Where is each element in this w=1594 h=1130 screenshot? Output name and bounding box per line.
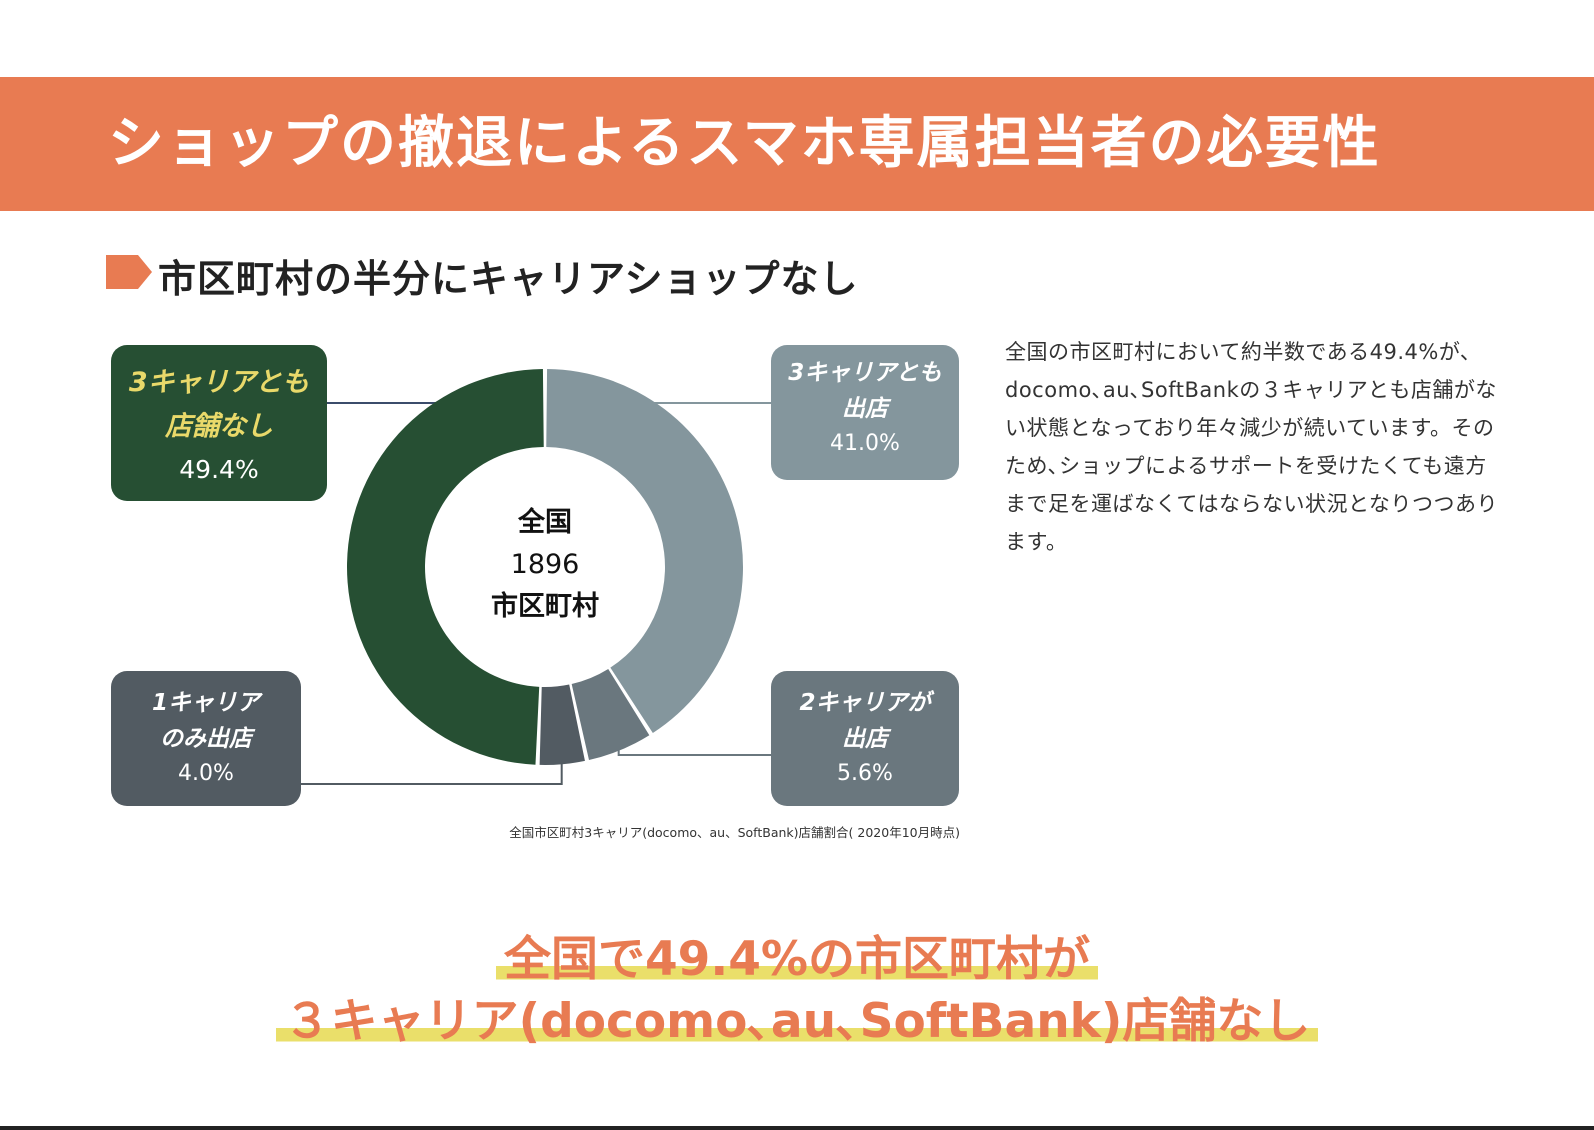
callout-one-value: 4.0% (178, 761, 234, 786)
section-heading: 市区町村の半分にキャリアショップなし (158, 257, 859, 301)
arrow-marker-icon (106, 255, 152, 289)
donut-slices (347, 369, 743, 765)
callout-two-label-1: 2キャリアが (799, 690, 931, 716)
callout-none-value: 49.4% (179, 455, 259, 484)
callout-one: 1キャリア のみ出店 4.0% (111, 671, 301, 806)
chart-source-note: 全国市区町村3キャリア(docomo、au、SoftBank)店舗割合( 202… (509, 825, 960, 840)
callout-two-value: 5.6% (837, 761, 893, 786)
callout-all: 3キャリアとも 出店 41.0% (771, 345, 959, 480)
callout-none: 3キャリアとも 店舗なし 49.4% (111, 345, 327, 501)
center-line-1: 全国 (518, 507, 572, 538)
page-title: ショップの撤退によるスマホ専属担当者の必要性 (108, 111, 1381, 176)
donut-slice-two (571, 668, 650, 761)
donut-center-label: 全国 1896 市区町村 (445, 503, 645, 627)
callout-one-label-2: のみ出店 (160, 726, 252, 752)
title-banner: ショップの撤退によるスマホ専属担当者の必要性 (0, 77, 1594, 211)
donut-slice-none (347, 369, 544, 765)
donut-slice-all (546, 369, 743, 734)
callout-two: 2キャリアが 出店 5.6% (771, 671, 959, 806)
bottom-rule (0, 1126, 1594, 1130)
connector-one (301, 756, 563, 785)
center-line-3: 市区町村 (491, 591, 599, 622)
callout-one-label-1: 1キャリア (151, 690, 260, 716)
callout-all-label-1: 3キャリアとも (788, 360, 942, 386)
connector-two (617, 746, 771, 756)
description-text: 全国の市区町村において約半数である49.4%が､docomo､au､SoftBa… (1005, 340, 1499, 554)
callout-none-label-2: 店舗なし (165, 411, 273, 442)
center-line-2: 1896 (510, 549, 580, 580)
donut-slice-one (539, 684, 585, 765)
callout-all-label-2: 出店 (842, 396, 888, 422)
callout-none-label-1: 3キャリアとも (128, 367, 310, 398)
callout-all-value: 41.0% (830, 431, 900, 456)
highlight-line-2-text: ３キャリア(docomo､au､SoftBank)店舗なし (275, 994, 1319, 1049)
callout-two-label-2: 出店 (842, 726, 888, 752)
highlight-line-2: ３キャリア(docomo､au､SoftBank)店舗なし (0, 982, 1594, 1051)
highlight-line-1: 全国で49.4%の市区町村が (0, 920, 1594, 989)
highlight-line-1-text: 全国で49.4%の市区町村が (495, 932, 1099, 987)
